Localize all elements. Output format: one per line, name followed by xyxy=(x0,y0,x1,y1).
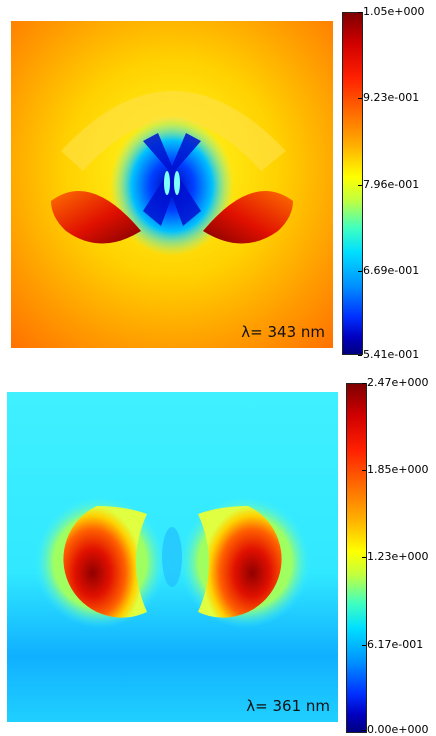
field-map-panel-343: λ= 343 nm 1.05e+000 9.23e-001 7.96e-001 … xyxy=(0,0,436,365)
colorbar-tick: 7.96e-001 xyxy=(357,178,420,191)
colorbar-tick: 1.23e+000 xyxy=(361,550,429,563)
colorbar: 1.05e+000 9.23e-001 7.96e-001 6.69e-001 … xyxy=(342,6,424,360)
heatmap-361nm: λ= 361 nm xyxy=(7,392,338,722)
colorbar-tick-min: 5.41e-001 xyxy=(357,348,420,361)
wavelength-label: λ= 343 nm xyxy=(241,323,325,341)
colorbar-gradient xyxy=(346,383,367,733)
colorbar-tick: 9.23e-001 xyxy=(357,91,420,104)
wavelength-label: λ= 361 nm xyxy=(246,697,330,715)
colorbar-gradient xyxy=(342,12,363,355)
colorbar: 2.47e+000 1.85e+000 1.23e+000 6.17e-001 … xyxy=(346,377,428,735)
colorbar-tick: 6.17e-001 xyxy=(361,638,424,651)
colorbar-tick: 1.85e+000 xyxy=(361,463,429,476)
colorbar-tick-min: 0.00e+000 xyxy=(361,723,429,736)
colorbar-tick: 6.69e-001 xyxy=(357,264,420,277)
colorbar-tick-max: 2.47e+000 xyxy=(361,376,429,389)
colorbar-tick-max: 1.05e+000 xyxy=(357,5,425,18)
heatmap-343nm: λ= 343 nm xyxy=(11,21,333,348)
field-map-panel-361: λ= 361 nm 2.47e+000 1.85e+000 1.23e+000 … xyxy=(0,377,436,735)
